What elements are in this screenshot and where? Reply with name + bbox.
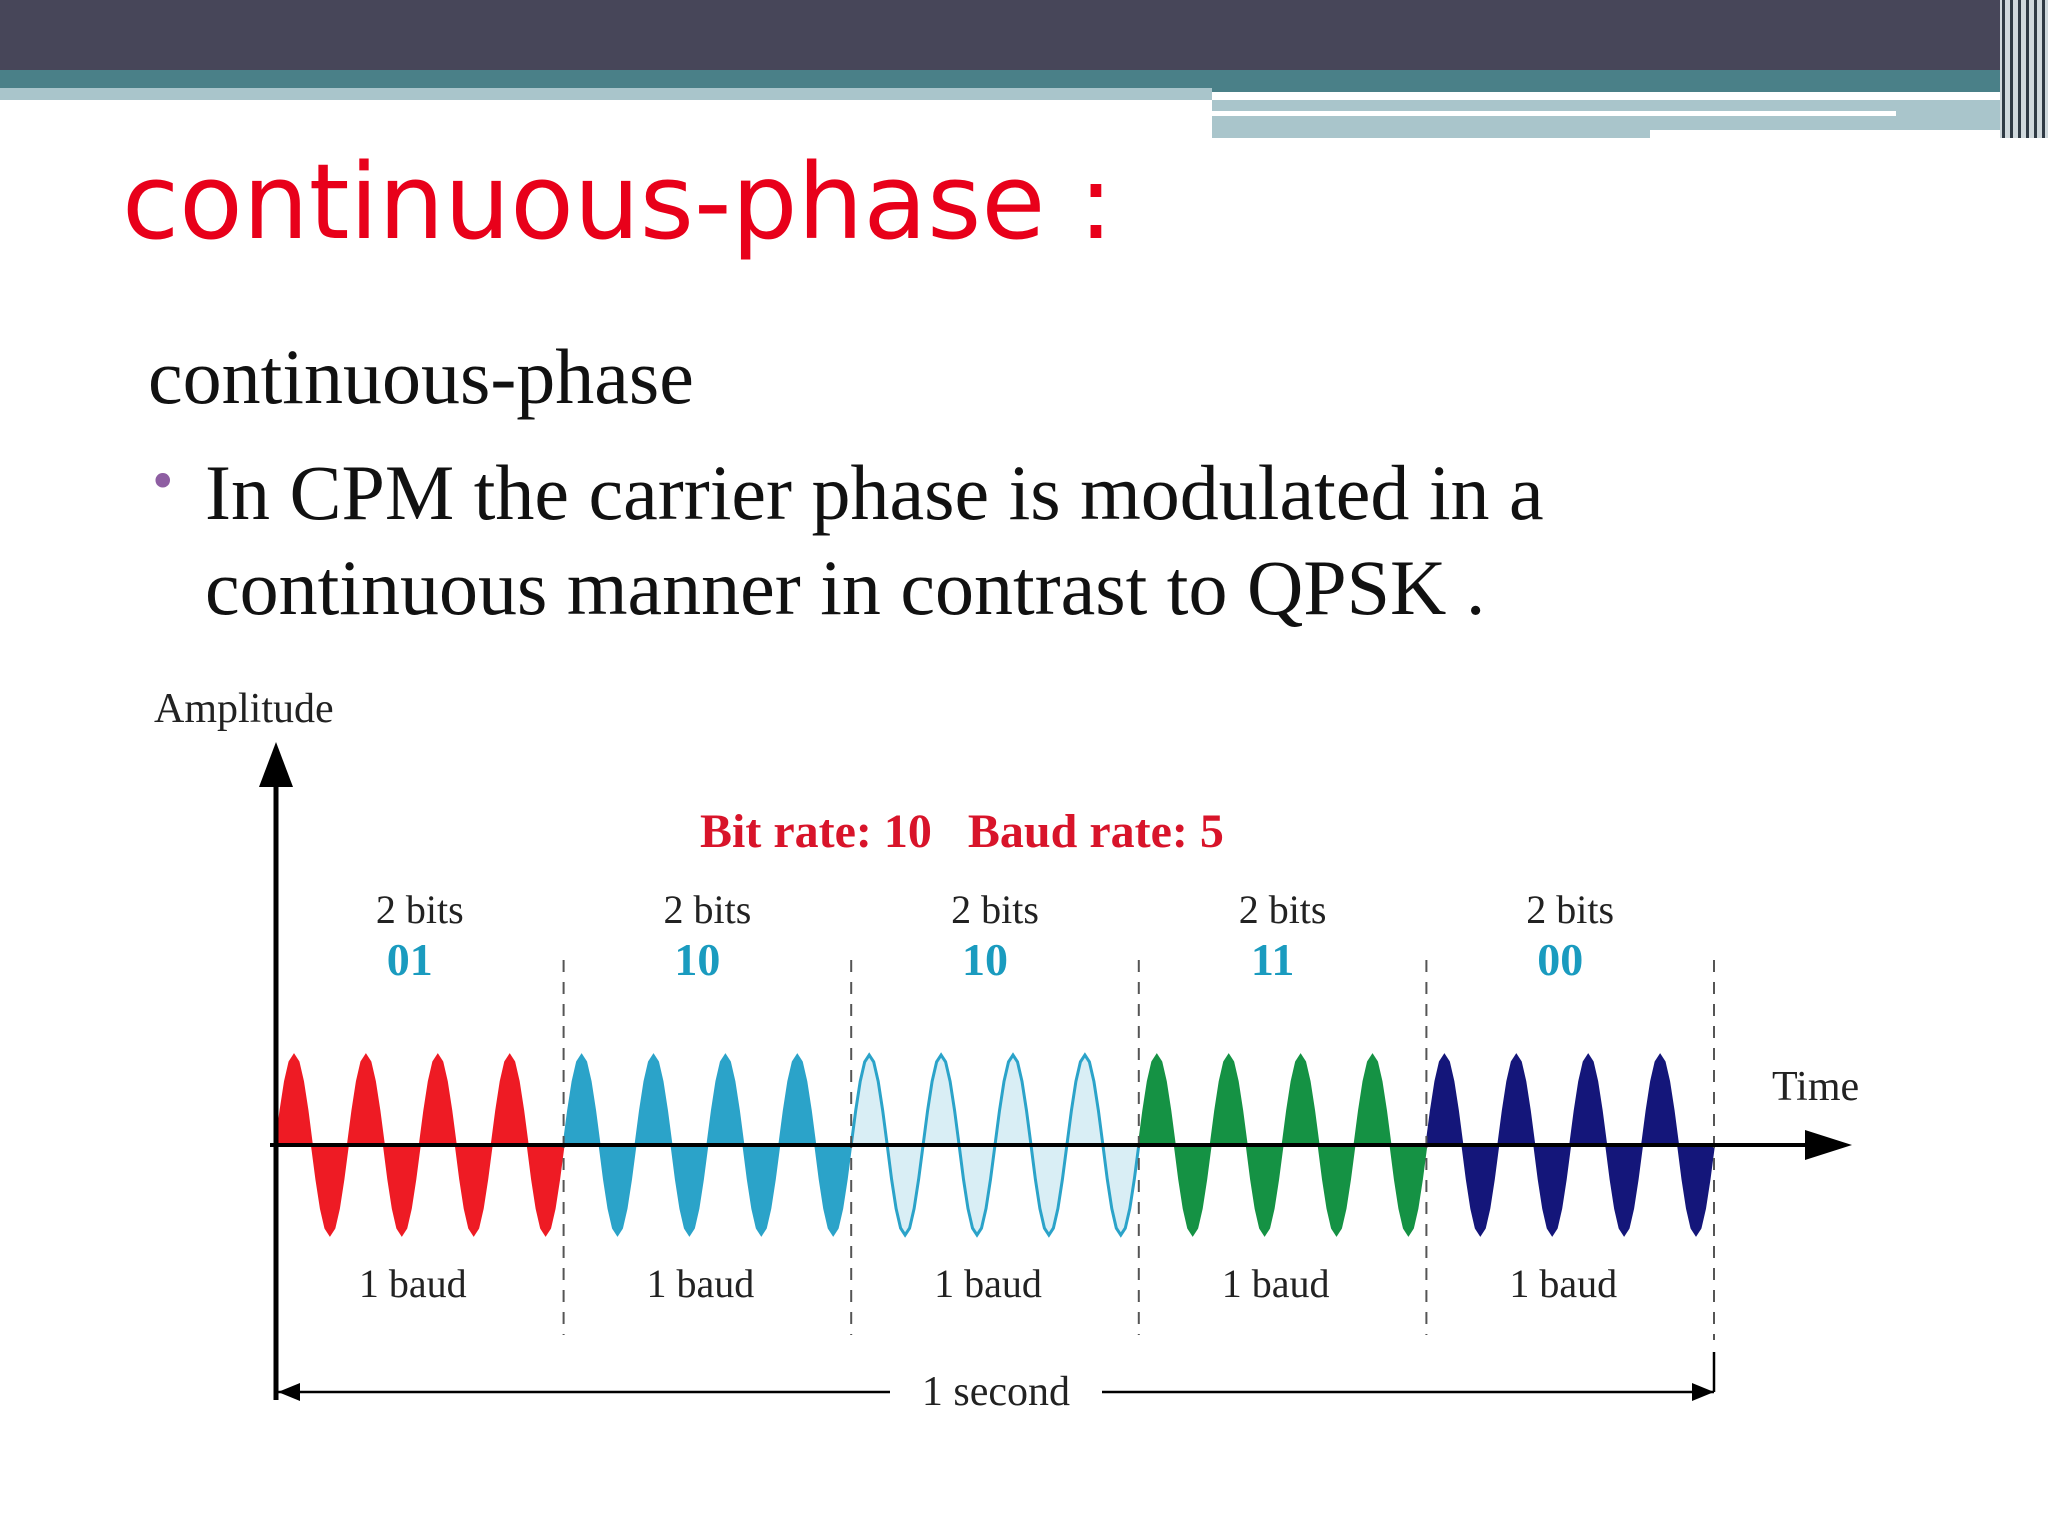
header-banner <box>0 0 2048 138</box>
bullet-text: In CPM the carrier phase is modulated in… <box>205 449 1544 631</box>
segment-bits-value: 11 <box>1251 934 1294 985</box>
segment-bits-value: 01 <box>387 934 433 985</box>
duration-label: 1 second <box>922 1369 1070 1415</box>
duration-arrow-right-icon <box>1692 1383 1714 1401</box>
segment-bits-value: 00 <box>1537 934 1583 985</box>
segment-baud-label: 1 baud <box>1222 1261 1330 1306</box>
rate-label: Bit rate: 10 Baud rate: 5 <box>700 805 1224 858</box>
segment-bits-label: 2 bits <box>664 887 752 932</box>
duration-indicator: 1 second <box>276 1352 1716 1415</box>
segment-baud-label: 1 baud <box>934 1261 1042 1306</box>
segment-baud-label: 1 baud <box>647 1261 755 1306</box>
y-axis-label: Amplitude <box>154 686 334 732</box>
segment-bits-label: 2 bits <box>1239 887 1327 932</box>
baud-dividers <box>562 960 1715 1340</box>
segment-bits-value: 10 <box>674 934 720 985</box>
segment-bits-label: 2 bits <box>376 887 464 932</box>
segment-bits-label: 2 bits <box>951 887 1039 932</box>
bullet-dot-icon: • <box>148 453 178 511</box>
segment-baud-label: 1 baud <box>1509 1261 1617 1306</box>
cpm-waveform-diagram: Amplitude Time Bit rate: 10 Baud rate: 5… <box>154 686 1859 1415</box>
duration-arrow-left-icon <box>278 1383 300 1401</box>
x-axis-label: Time <box>1772 1064 1859 1110</box>
segment-bits-value: 10 <box>962 934 1008 985</box>
slide-title: continuous-phase : <box>122 141 1114 263</box>
time-axis-arrow-icon <box>1805 1130 1852 1160</box>
segment-baud-label: 1 baud <box>359 1261 467 1306</box>
segment-bits-label: 2 bits <box>1526 887 1614 932</box>
amplitude-axis-arrow-icon <box>259 742 293 787</box>
slide-subtitle: continuous-phase <box>148 333 694 420</box>
